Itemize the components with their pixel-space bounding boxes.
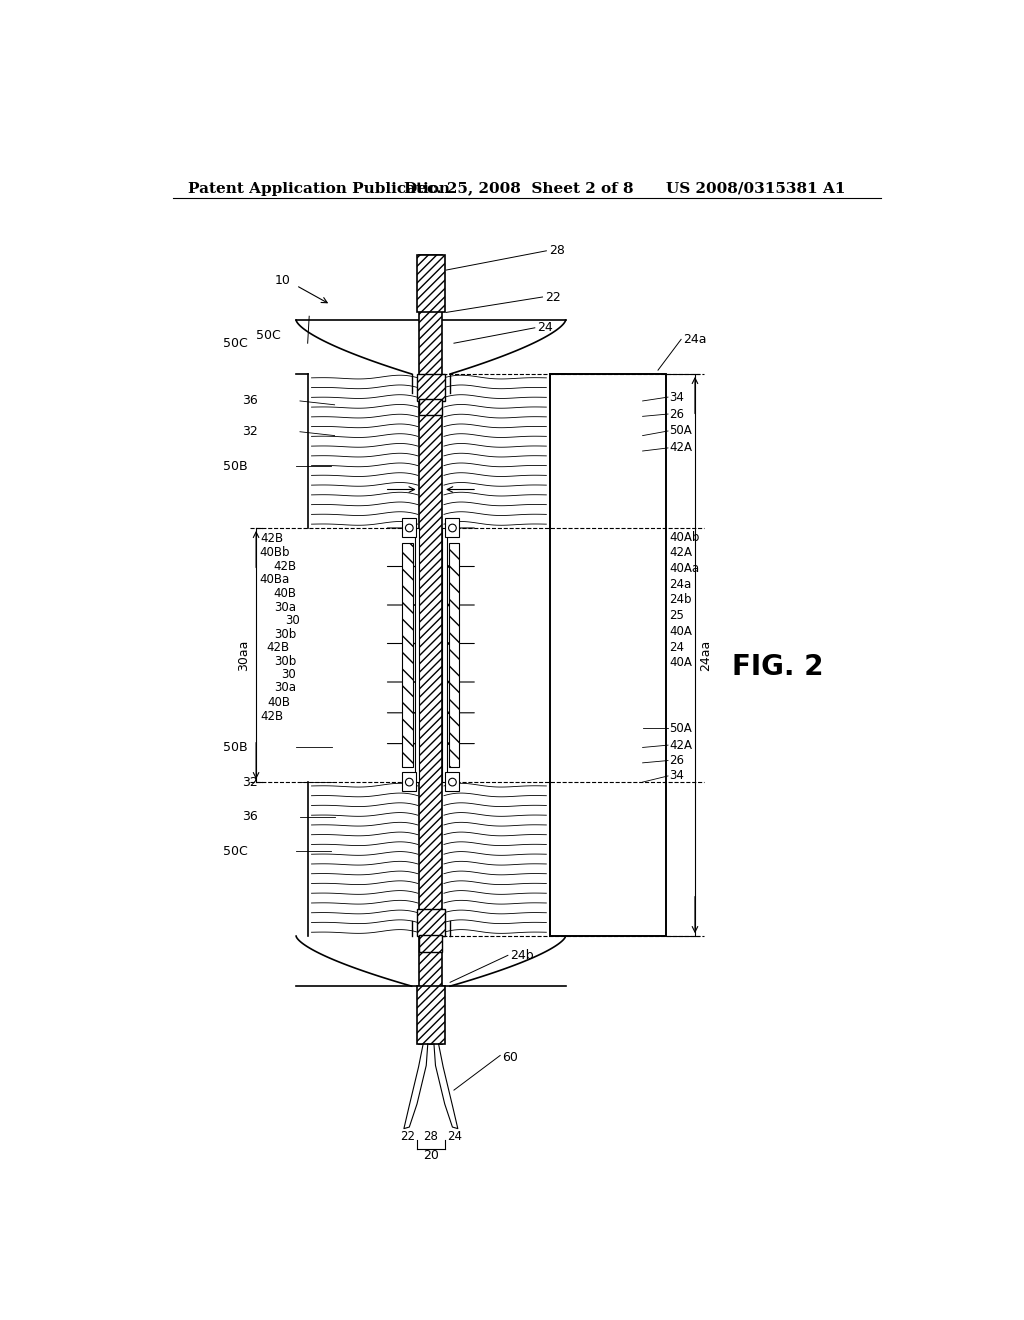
Bar [402, 772, 416, 792]
Bar [419, 400, 442, 414]
Circle shape [449, 779, 457, 785]
Bar [419, 255, 442, 1044]
Bar [402, 544, 413, 767]
Text: US 2008/0315381 A1: US 2008/0315381 A1 [666, 182, 845, 195]
Bar [415, 528, 419, 781]
Text: 40A: 40A [670, 656, 692, 669]
Text: 40B: 40B [267, 696, 290, 709]
Text: FIG. 2: FIG. 2 [731, 652, 823, 681]
Text: 50A: 50A [670, 425, 692, 437]
Text: 22: 22 [399, 1130, 415, 1143]
Text: Dec. 25, 2008  Sheet 2 of 8: Dec. 25, 2008 Sheet 2 of 8 [403, 182, 634, 195]
Text: 40Ab: 40Ab [670, 531, 700, 544]
Text: 25: 25 [670, 610, 684, 622]
Bar [417, 909, 444, 936]
Text: 42A: 42A [670, 546, 692, 560]
Text: 34: 34 [670, 770, 684, 783]
Text: 40A: 40A [670, 624, 692, 638]
Text: 30: 30 [286, 614, 300, 627]
Text: 30a: 30a [274, 681, 296, 694]
Text: 30b: 30b [273, 628, 296, 640]
Text: 42B: 42B [260, 710, 283, 723]
Text: 24: 24 [447, 1130, 462, 1143]
Text: 24a: 24a [670, 578, 692, 591]
Circle shape [449, 524, 457, 532]
Text: 26: 26 [670, 754, 685, 767]
Text: 10: 10 [274, 273, 291, 286]
Text: 30aa: 30aa [237, 639, 250, 671]
Text: 40Bb: 40Bb [259, 546, 290, 560]
Text: 26: 26 [670, 408, 685, 421]
Text: 30b: 30b [273, 655, 296, 668]
Bar [419, 935, 442, 952]
Text: 24a: 24a [683, 333, 707, 346]
Bar [445, 772, 460, 792]
Text: 36: 36 [242, 810, 258, 824]
Text: 22: 22 [545, 290, 560, 304]
Text: 42B: 42B [267, 640, 290, 653]
Text: 30a: 30a [274, 601, 296, 614]
Text: 40Aa: 40Aa [670, 561, 699, 574]
Text: 30: 30 [282, 668, 296, 681]
Text: 42A: 42A [670, 441, 692, 454]
Text: 20: 20 [423, 1148, 439, 1162]
Text: 50A: 50A [670, 722, 692, 735]
Bar [550, 374, 666, 936]
Text: 40Ba: 40Ba [260, 573, 290, 586]
Text: Patent Application Publication: Patent Application Publication [188, 182, 451, 195]
Text: 50C: 50C [223, 337, 248, 350]
Text: 42A: 42A [670, 739, 692, 751]
Text: 32: 32 [242, 776, 258, 788]
Circle shape [406, 779, 413, 785]
Bar [402, 517, 416, 537]
Bar [442, 528, 447, 781]
Text: 50C: 50C [256, 329, 281, 342]
Polygon shape [434, 1044, 458, 1129]
Text: 42B: 42B [273, 560, 296, 573]
Text: 32: 32 [242, 425, 258, 438]
Text: 24b: 24b [670, 593, 692, 606]
Circle shape [406, 524, 413, 532]
Text: 36: 36 [242, 395, 258, 408]
Text: 28: 28 [423, 1130, 438, 1143]
Text: 50B: 50B [223, 459, 248, 473]
Text: 34: 34 [670, 391, 684, 404]
Text: 40B: 40B [273, 587, 296, 601]
Text: 42B: 42B [260, 532, 283, 545]
Bar [417, 255, 444, 313]
Text: 24: 24 [538, 321, 553, 334]
Text: 50B: 50B [223, 741, 248, 754]
Text: 24aa: 24aa [698, 639, 712, 671]
Text: 24b: 24b [510, 949, 534, 962]
Text: 50C: 50C [223, 845, 248, 858]
Polygon shape [403, 1044, 428, 1129]
Bar [550, 374, 666, 936]
Text: 60: 60 [503, 1051, 518, 1064]
Bar [417, 986, 444, 1044]
Bar [449, 544, 460, 767]
Bar [417, 374, 444, 401]
Bar [445, 517, 460, 537]
Text: 28: 28 [549, 244, 564, 257]
Text: 24: 24 [670, 640, 685, 653]
